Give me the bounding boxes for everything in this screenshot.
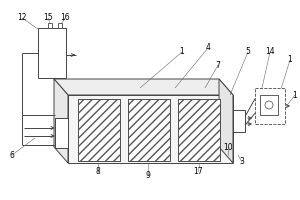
Bar (178, 99, 220, 161)
Text: 15: 15 (43, 14, 53, 22)
Text: 8: 8 (96, 168, 100, 176)
Text: 1: 1 (292, 90, 297, 99)
Text: 17: 17 (193, 168, 203, 176)
Bar (255, 88, 285, 124)
Bar (178, 99, 220, 161)
Polygon shape (54, 79, 68, 163)
Bar (55, 118, 68, 148)
Bar (48, 23, 52, 28)
Text: 10: 10 (223, 144, 233, 152)
Polygon shape (54, 79, 233, 95)
Bar (233, 110, 245, 132)
Bar (38, 28, 66, 78)
Bar (78, 99, 120, 161)
Text: 3: 3 (240, 158, 244, 166)
Text: 9: 9 (146, 170, 150, 180)
Text: 1: 1 (288, 55, 292, 64)
Text: 14: 14 (265, 47, 275, 56)
Bar (68, 95, 233, 163)
Text: 6: 6 (10, 150, 14, 160)
Bar (128, 99, 170, 161)
Circle shape (265, 101, 273, 109)
Text: 16: 16 (60, 14, 70, 22)
Bar (260, 95, 278, 115)
Polygon shape (219, 79, 233, 163)
Text: 4: 4 (206, 44, 210, 52)
Bar (128, 99, 170, 161)
Text: 5: 5 (246, 47, 250, 56)
Text: 1: 1 (180, 47, 184, 56)
Bar (78, 99, 120, 161)
Text: 12: 12 (17, 14, 27, 22)
Bar (58, 23, 62, 28)
Text: 7: 7 (216, 60, 220, 70)
